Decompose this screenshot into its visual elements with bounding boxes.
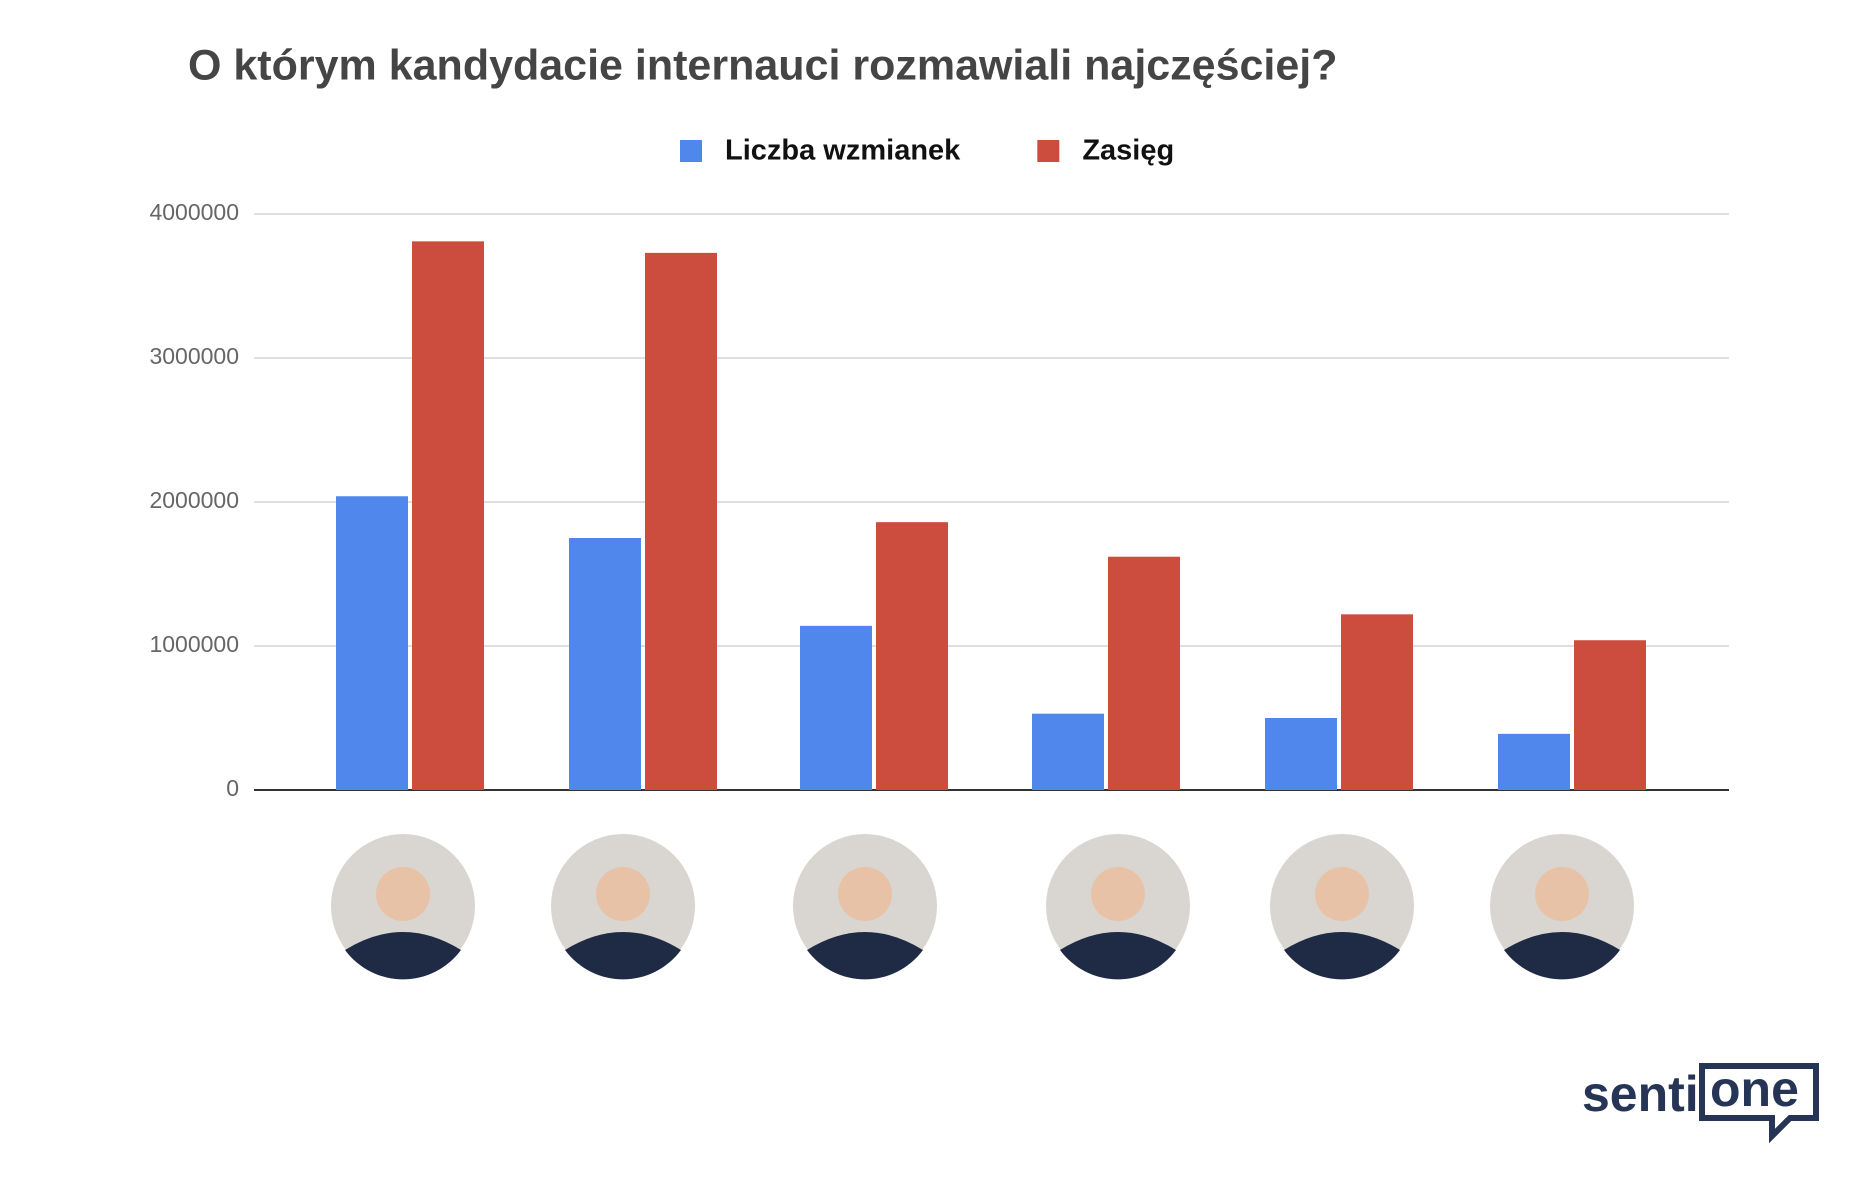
logo-right: one — [1710, 1061, 1799, 1117]
bar — [1498, 733, 1570, 790]
y-tick-label: 0 — [226, 775, 239, 801]
chart-title: O którym kandydacie internauci rozmawial… — [188, 41, 1338, 89]
y-tick-label: 4000000 — [149, 199, 239, 225]
bar — [412, 241, 484, 791]
photo-suit — [345, 932, 461, 980]
photo-head — [376, 867, 430, 921]
y-tick-label: 1000000 — [149, 631, 239, 657]
photo-head — [596, 867, 650, 921]
y-tick-label: 3000000 — [149, 343, 239, 369]
photo-head — [838, 867, 892, 921]
bar — [1265, 718, 1337, 790]
photo-head — [1535, 867, 1589, 921]
photo-suit — [1504, 932, 1620, 980]
photo-head — [1315, 867, 1369, 921]
bar — [645, 252, 717, 790]
bar — [876, 522, 948, 790]
legend-label: Liczba wzmianek — [725, 135, 961, 167]
legend-label: Zasięg — [1082, 135, 1174, 167]
photo-suit — [1060, 932, 1176, 980]
bar — [1341, 614, 1413, 790]
bar — [569, 538, 641, 790]
photo-suit — [565, 932, 681, 980]
bar — [1108, 556, 1180, 790]
bar — [1032, 713, 1104, 790]
photo-suit — [807, 932, 923, 980]
logo: senti one — [1582, 1061, 1819, 1144]
bar — [336, 496, 408, 790]
photo-head — [1091, 867, 1145, 921]
legend-swatch — [1037, 140, 1060, 162]
photo-suit — [1284, 932, 1400, 980]
legend-swatch — [680, 140, 702, 162]
y-tick-label: 2000000 — [149, 487, 239, 513]
logo-left: senti — [1582, 1066, 1699, 1122]
logo-box — [1699, 1063, 1819, 1144]
bar — [1574, 640, 1646, 790]
bar — [800, 625, 872, 790]
